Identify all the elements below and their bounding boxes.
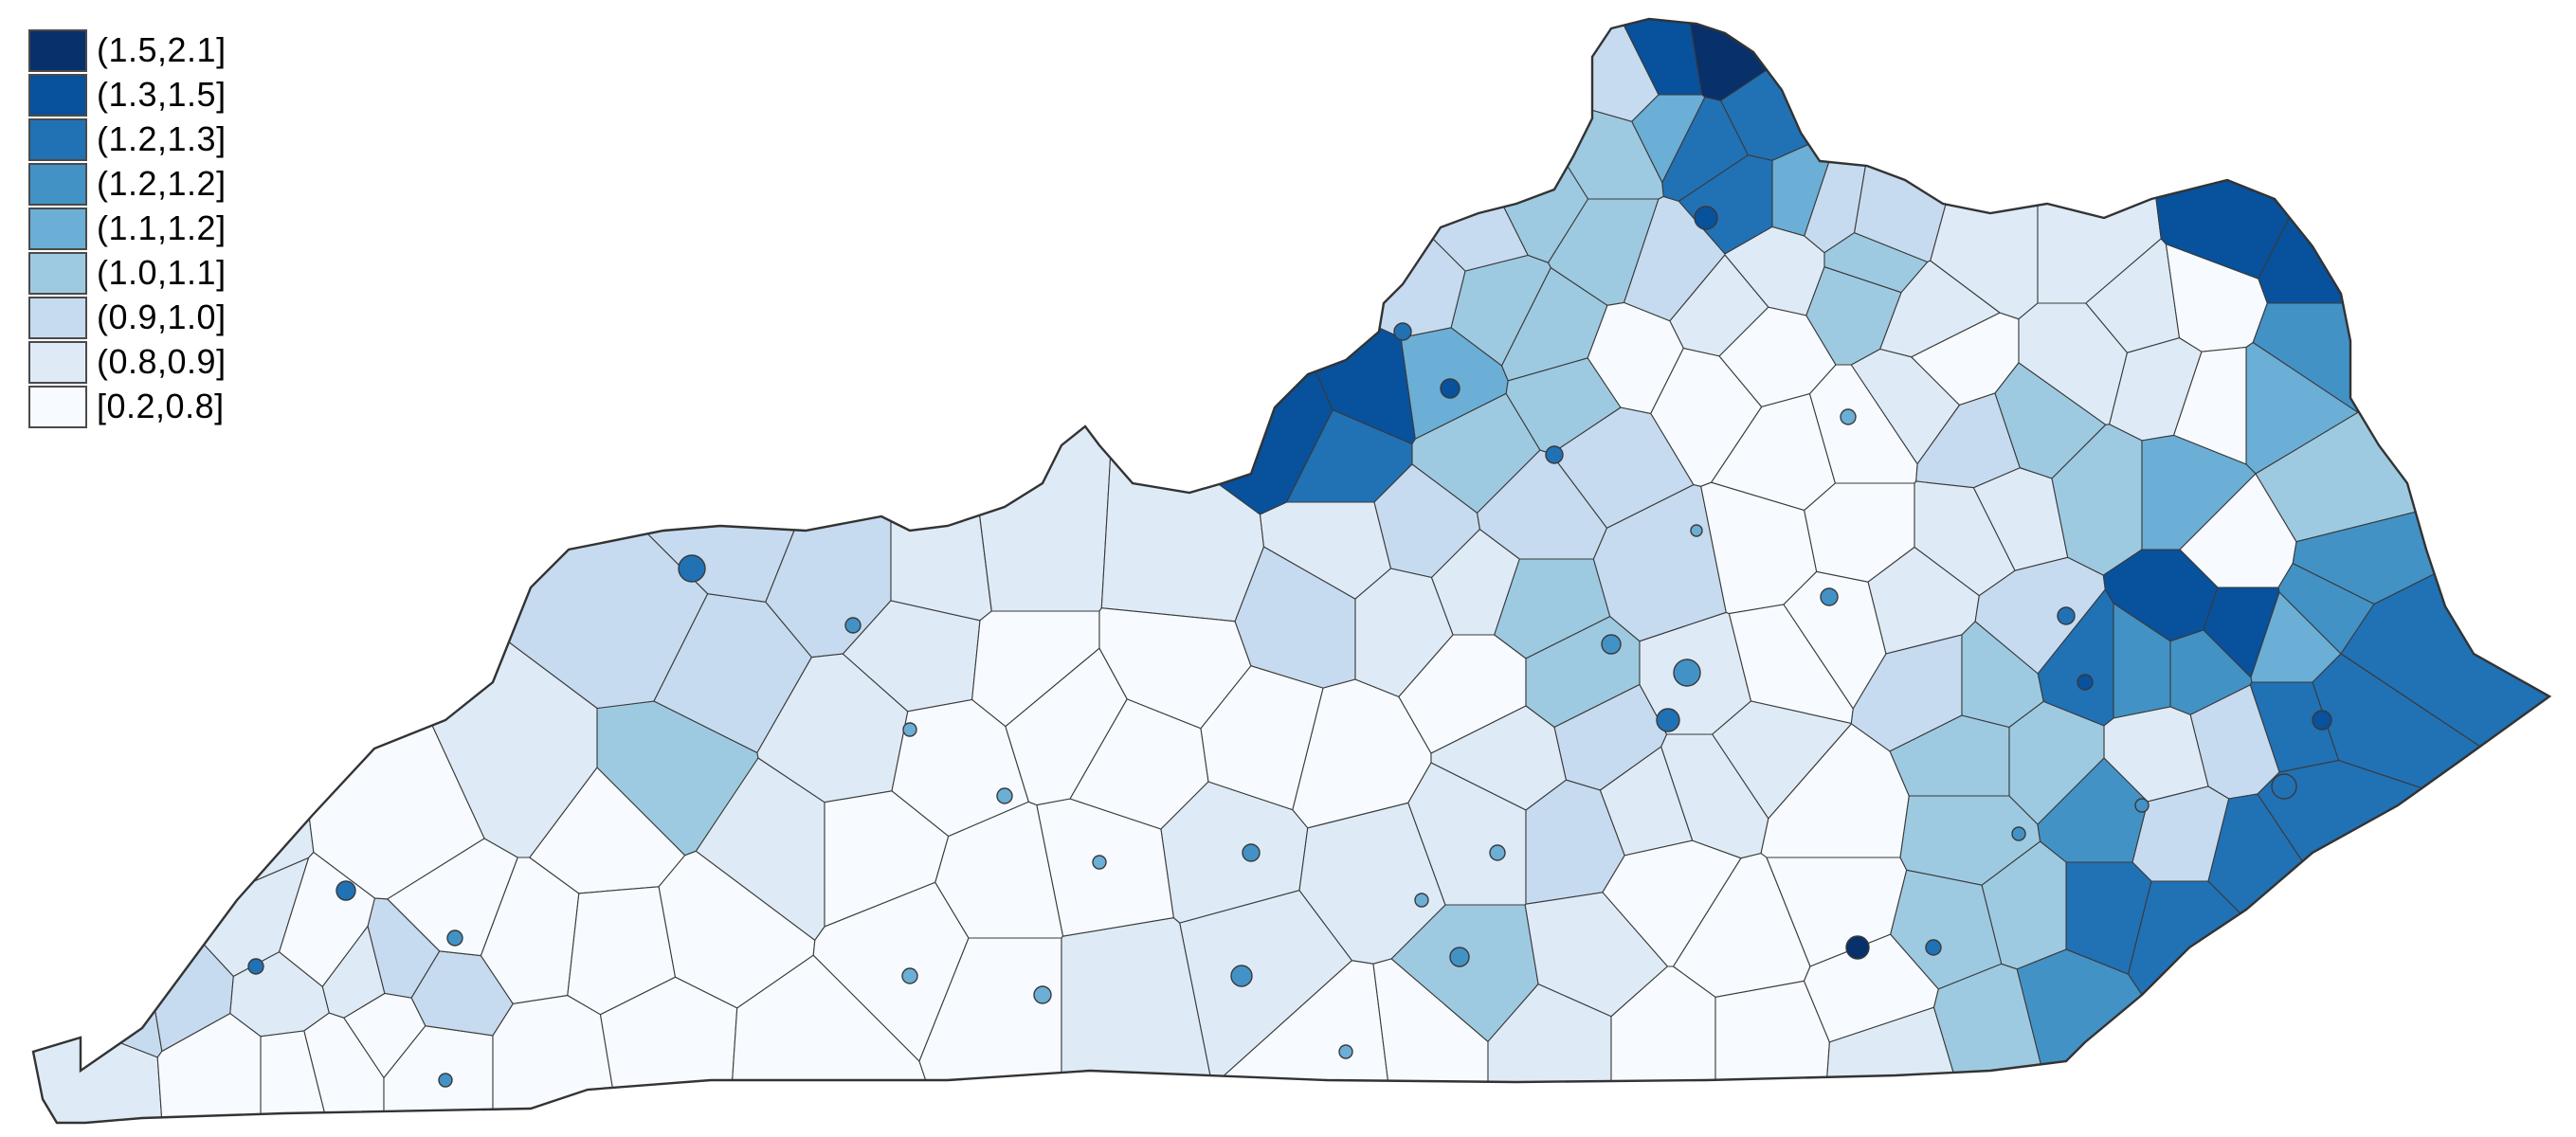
map-region — [2257, 759, 2549, 1123]
legend-label: (0.8,0.9] — [97, 342, 227, 381]
map-town-pocket — [996, 787, 1013, 804]
map-region — [260, 425, 485, 900]
map-region — [343, 992, 426, 1079]
legend-swatch — [28, 207, 87, 250]
map-town-pocket — [336, 880, 356, 901]
map-region — [112, 19, 933, 604]
map-region — [1410, 19, 1660, 122]
legend-label: (1.2,1.2] — [97, 164, 227, 203]
map-region — [2008, 700, 2105, 825]
legend-item: (1.3,1.5] — [28, 73, 227, 117]
map-town-pocket — [1925, 939, 1942, 956]
legend-label: (1.2,1.3] — [97, 119, 227, 158]
map-region — [2207, 793, 2488, 1123]
map-town-pocket — [1033, 985, 1052, 1004]
map-region — [33, 551, 181, 966]
map-town-pocket — [2011, 826, 2026, 841]
legend-swatch — [28, 117, 87, 161]
map-region — [890, 92, 992, 622]
map-town-pocket — [1092, 855, 1107, 870]
map-town-pocket — [901, 967, 918, 984]
map-town-pocket — [1230, 965, 1253, 987]
map-town-pocket — [1489, 844, 1506, 861]
map-region — [972, 19, 1466, 338]
legend-label: [0.2,0.8] — [97, 387, 225, 425]
legend-swatch — [28, 296, 87, 339]
map-town-pocket — [1656, 708, 1680, 732]
legend-swatch — [28, 340, 87, 384]
legend-swatch — [28, 162, 87, 206]
map-town-pocket — [446, 929, 463, 947]
map-region — [1100, 406, 1265, 623]
map-town-pocket — [1449, 947, 1470, 967]
map-region — [1981, 840, 2067, 970]
map-town-pocket — [247, 958, 264, 975]
map-region — [2258, 19, 2549, 304]
map-region — [1719, 19, 1967, 161]
map-region — [2016, 948, 2239, 1123]
map-region — [1930, 19, 2039, 320]
map-town-pocket — [1690, 524, 1703, 537]
map-town-pocket — [2077, 674, 2094, 691]
legend-label: (0.9,1.0] — [97, 298, 227, 336]
map-region — [2127, 880, 2466, 1123]
map-town-pocket — [1545, 445, 1564, 464]
map-town-pocket — [1694, 206, 1718, 230]
map-region — [922, 19, 1333, 515]
map-town-pocket — [2271, 773, 2297, 800]
legend-item: (0.8,0.9] — [28, 340, 227, 384]
map-town-pocket — [844, 617, 862, 634]
map-town-pocket — [1820, 587, 1839, 606]
map-town-pocket — [1673, 659, 1701, 687]
map-town-pocket — [438, 1073, 453, 1088]
map-town-pocket — [2057, 606, 2076, 625]
map-region — [1200, 665, 1324, 811]
legend-swatch — [28, 28, 87, 72]
map-town-pocket — [1242, 843, 1261, 862]
map-town-pocket — [2312, 710, 2332, 731]
map-town-pocket — [1440, 378, 1460, 399]
map-town-pocket — [1393, 322, 1412, 341]
legend-label: (1.3,1.5] — [97, 75, 227, 114]
map-town-pocket — [1845, 935, 1870, 960]
map-region — [1714, 980, 1830, 1123]
map-town-pocket — [678, 554, 706, 583]
legend-item: (1.0,1.1] — [28, 251, 227, 295]
map-region — [156, 1012, 262, 1123]
map-town-pocket — [1414, 893, 1429, 908]
legend-item: [0.2,0.8] — [28, 385, 227, 428]
legend-item: (1.2,1.2] — [28, 162, 227, 206]
map-town-pocket — [1601, 634, 1622, 655]
map-region — [2131, 19, 2399, 280]
legend-item: (1.5,2.1] — [28, 28, 227, 72]
map-town-pocket — [1338, 1044, 1353, 1059]
map-town-pocket — [902, 722, 917, 737]
legend-swatch — [28, 73, 87, 117]
map-region — [1192, 19, 1529, 272]
legend-label: (1.5,2.1] — [97, 30, 227, 69]
map-region — [1587, 301, 1684, 415]
map-town-pocket — [1840, 408, 1857, 425]
map-region — [765, 288, 892, 659]
legend-label: (1.1,1.2] — [97, 208, 227, 247]
map-legend: (1.5,2.1] (1.3,1.5] (1.2,1.3] (1.2,1.2] … — [28, 28, 227, 429]
legend-swatch — [28, 385, 87, 428]
legend-item: (1.2,1.3] — [28, 117, 227, 161]
map-town-pocket — [2134, 798, 2150, 813]
legend-label: (1.0,1.1] — [97, 253, 227, 292]
legend-item: (1.1,1.2] — [28, 207, 227, 250]
legend-item: (0.9,1.0] — [28, 296, 227, 339]
legend-swatch — [28, 251, 87, 295]
